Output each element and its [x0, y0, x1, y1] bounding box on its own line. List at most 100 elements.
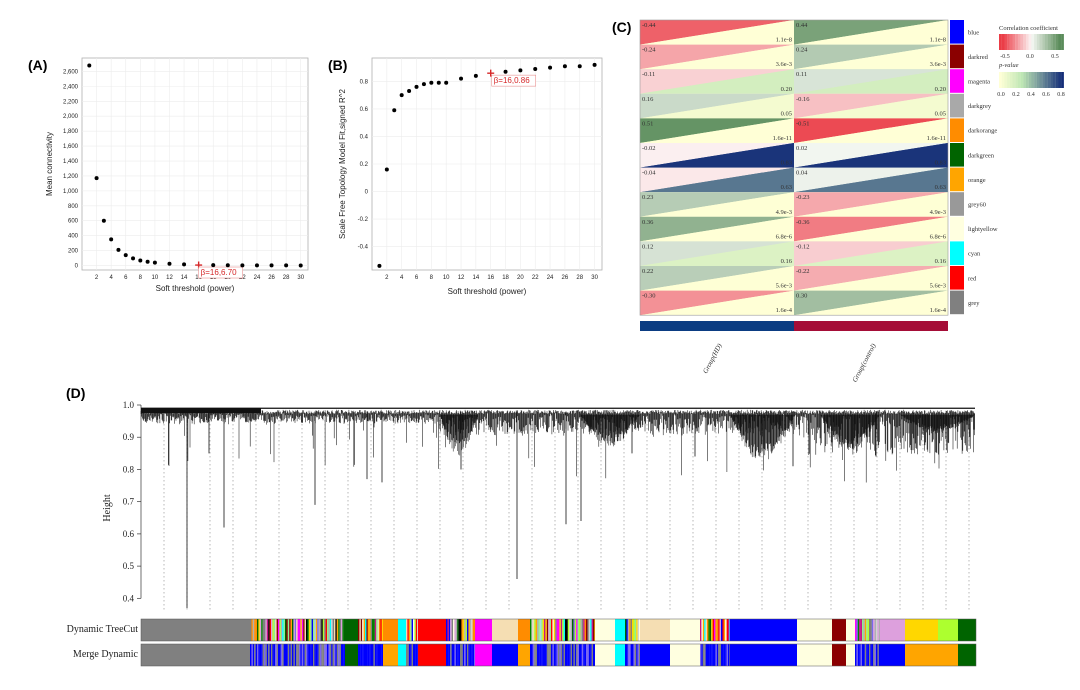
- module-color-red: [950, 266, 964, 290]
- merge-dynamic-stripe: [465, 644, 468, 666]
- legend-corr-swatch: [1042, 34, 1045, 50]
- dynamic-treecut-stripe: [545, 619, 547, 641]
- panel-b-xticks: 2 4 6 8 10 12 14 16 18 20 22 24 26 28 30: [385, 275, 598, 281]
- merge-dynamic-stripe: [338, 644, 340, 666]
- dynamic-treecut-stripe: [374, 619, 377, 641]
- panel-b-point: [473, 73, 478, 78]
- merge-dynamic-stripe: [867, 644, 870, 666]
- panel-a-point: [123, 253, 128, 258]
- merge-dynamic-stripe: [573, 644, 575, 666]
- panel-b-point: [392, 108, 397, 113]
- merge-dynamic-stripe: [276, 644, 279, 666]
- panel-b-highlight-marker: [487, 69, 495, 77]
- dynamic-treecut-stripe: [264, 619, 266, 641]
- dynamic-treecut-block: [475, 619, 492, 641]
- dynamic-treecut-stripe: [460, 619, 462, 641]
- dynamic-treecut-stripe: [414, 619, 416, 641]
- panel-b-point: [503, 69, 508, 74]
- dynamic-treecut-stripe: [377, 619, 380, 641]
- dynamic-treecut-stripe: [584, 619, 587, 641]
- dynamic-treecut-stripe: [576, 619, 578, 641]
- panel-a-yticks: 0 200 400 600 800 1,000 1,200 1,400 1,600 1,800 2,…: [63, 69, 79, 269]
- heatmap-cell-corr: [640, 290, 794, 316]
- dynamic-treecut-stripe: [265, 619, 267, 641]
- heatmap-cell-p: [794, 241, 948, 266]
- heatmap-cell-corr: [794, 290, 948, 316]
- heatmap-cell-p: [640, 216, 794, 242]
- dynamic-treecut-stripe: [325, 619, 328, 641]
- merge-dynamic-stripe: [358, 644, 360, 666]
- merge-dynamic-stripe: [300, 644, 302, 666]
- dynamic-treecut-stripe: [279, 619, 281, 641]
- panel-b-xtick-label: 18: [502, 275, 509, 281]
- dynamic-treecut-stripe: [336, 619, 339, 641]
- dynamic-treecut-stripe: [532, 619, 535, 641]
- merge-dynamic-stripe: [537, 644, 539, 666]
- dynamic-treecut-stripe: [702, 619, 705, 641]
- dynamic-treecut-stripe: [855, 619, 857, 641]
- merge-dynamic-stripe: [320, 644, 322, 666]
- merge-dynamic-stripe: [587, 644, 589, 666]
- panel-b-xtick-label: 14: [473, 275, 480, 281]
- panel-a-points: β=16,6.70: [87, 63, 303, 279]
- dynamic-treecut-block: [383, 619, 398, 641]
- column-bar-1: [794, 321, 948, 331]
- merge-dynamic-stripe: [372, 644, 374, 666]
- legend-p-swatch: [1061, 72, 1064, 88]
- merge-dynamic-stripe: [450, 644, 452, 666]
- dynamic-treecut-stripe: [372, 619, 374, 641]
- merge-dynamic-stripe: [460, 644, 462, 666]
- merge-dynamic-stripe: [863, 644, 865, 666]
- panel-a-point: [284, 263, 289, 268]
- heatmap-p-value: 6.8e-6: [776, 233, 793, 240]
- merge-dynamic-stripe: [376, 644, 378, 666]
- module-label-grey: grey: [968, 300, 980, 307]
- panel-b-point: [518, 68, 523, 73]
- legend-p-swatch: [1007, 72, 1010, 88]
- module-label-darkred: darkred: [968, 54, 989, 61]
- legend-p-swatch: [1053, 72, 1056, 88]
- panel-a-ytick-label: 2,600: [63, 69, 79, 75]
- dynamic-treecut-stripe: [860, 619, 863, 641]
- merge-dynamic-stripe: [373, 644, 375, 666]
- dynamic-treecut-stripe: [591, 619, 594, 641]
- merge-dynamic-stripe: [303, 644, 305, 666]
- heatmap-corr-value: 0.36: [642, 219, 654, 226]
- merge-dynamic-stripe: [380, 644, 382, 666]
- merge-dynamic-stripe: [565, 644, 567, 666]
- dynamic-treecut-stripe: [338, 619, 340, 641]
- heatmap-cell-p: [794, 20, 948, 45]
- legend-p-swatch: [1039, 72, 1043, 88]
- merge-dynamic-stripe: [455, 644, 458, 666]
- merge-dynamic-block: [938, 644, 958, 666]
- panel-b-xtick-label: 10: [443, 275, 450, 281]
- dynamic-treecut-stripe: [567, 619, 570, 641]
- merge-dynamic-stripe: [365, 644, 367, 666]
- merge-dynamic-stripe: [447, 644, 449, 666]
- merge-dynamic-block: [418, 644, 446, 666]
- dynamic-treecut-stripe: [455, 619, 458, 641]
- merge-dynamic-stripe: [546, 644, 549, 666]
- module-color-orange: [950, 167, 964, 192]
- merge-dynamic-stripe: [866, 644, 868, 666]
- panel-a-ytick-label: 1,000: [63, 189, 79, 195]
- dynamic-treecut-stripe: [558, 619, 560, 641]
- dynamic-treecut-stripe: [257, 619, 259, 641]
- dynamic-treecut-stripe: [367, 619, 370, 641]
- dynamic-treecut-stripe: [555, 619, 557, 641]
- panel-b-ytick-label: 0.8: [360, 79, 369, 85]
- legend-corr-swatch: [1047, 34, 1051, 50]
- legend-p-swatch: [1023, 72, 1027, 88]
- merge-dynamic-stripe: [538, 644, 540, 666]
- merge-dynamic-stripe: [637, 644, 640, 666]
- panel-a-xtick-label: 2: [95, 275, 99, 281]
- dynamic-treecut-stripe: [871, 619, 874, 641]
- dynamic-treecut-stripe: [541, 619, 543, 641]
- merge-dynamic-stripe: [722, 644, 724, 666]
- panel-b-point: [429, 80, 434, 85]
- dynamic-treecut-stripe: [586, 619, 588, 641]
- panel-b-points: β=16,0.86: [377, 62, 597, 268]
- heatmap-cell-p: [640, 93, 794, 119]
- merge-dynamic-stripe: [286, 644, 288, 666]
- merge-dynamic-stripe: [262, 644, 265, 666]
